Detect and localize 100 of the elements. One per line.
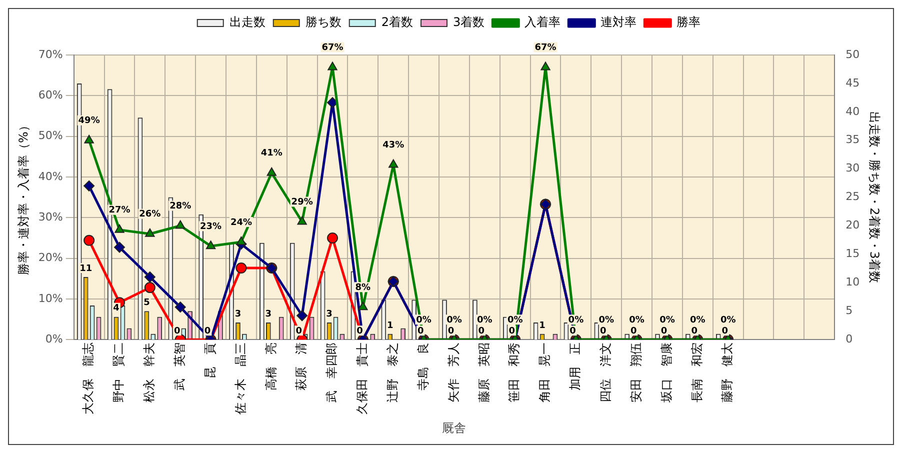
y-tick-label: 60% <box>38 88 63 102</box>
x-tick-label: 笹田 和秀 <box>507 342 522 403</box>
point <box>206 240 216 250</box>
data-label: 0 <box>448 326 454 336</box>
data-label: 0 <box>691 326 698 336</box>
y2-tick-label: 25 <box>846 190 860 204</box>
data-label: 0% <box>416 315 432 326</box>
point <box>327 232 338 244</box>
x-tick-label: 安田 翔伍 <box>628 342 643 403</box>
y-tick-label: 30% <box>38 210 63 224</box>
y-tick-label: 20% <box>38 251 63 264</box>
data-label: 0% <box>507 315 523 326</box>
y2-tick-label: 30 <box>846 162 860 175</box>
y-tick-label: 50% <box>38 129 63 142</box>
data-label: 0% <box>690 315 706 326</box>
x-tick-label: 長南 和宏 <box>690 342 704 403</box>
point <box>84 180 95 192</box>
data-label: 23% <box>200 222 222 232</box>
x-tick-label: 昆 貢 <box>202 342 217 379</box>
x-tick-label: 寺島 良 <box>416 342 430 391</box>
data-label: 67% <box>534 43 556 54</box>
y2-tick-label: 15 <box>846 247 860 260</box>
data-label: 1 <box>387 320 394 331</box>
y-axis-title: 勝率・連対率・入着率（%） <box>16 120 30 276</box>
data-label: 0 <box>204 326 211 336</box>
x-tick-label: 藤野 健太 <box>720 342 734 403</box>
point <box>236 236 246 246</box>
data-label: 3 <box>234 309 242 320</box>
x-tick-label: 佐々木 晶三 <box>233 342 248 415</box>
x-tick-label: 四位 洋文 <box>598 342 612 403</box>
data-label: 0% <box>598 315 614 326</box>
data-label: 0% <box>477 315 492 326</box>
data-label: 0 <box>174 326 180 336</box>
data-label: 8% <box>355 282 371 293</box>
x-tick-label: 角田 晃一 <box>538 342 552 403</box>
x-tick-label: 辻野 泰之 <box>385 342 400 403</box>
x-tick-label: 大久保 龍志 <box>81 342 96 415</box>
data-label: 11 <box>80 264 92 274</box>
data-label: 28% <box>170 202 192 212</box>
legend-label: 勝率 <box>676 15 701 30</box>
data-label: 0 <box>508 326 515 336</box>
data-label: 0 <box>660 326 668 336</box>
x-tick-label: 坂口 智康 <box>659 342 674 404</box>
data-label: 0% <box>660 315 675 326</box>
data-label: 29% <box>291 198 313 208</box>
legend-label: 勝ち数 <box>305 15 342 30</box>
point <box>327 97 338 108</box>
y2-tick-label: 10 <box>846 276 860 289</box>
x-axis-title: 厩舎 <box>442 420 466 435</box>
x-tick-label: 加用 正 <box>568 342 582 391</box>
x-tick-label: 野中 賢二 <box>112 342 126 403</box>
data-label: 24% <box>230 218 252 228</box>
point <box>358 302 368 310</box>
data-label: 0 <box>600 326 606 336</box>
y2-axis-title: 出走数・勝ち数・2着数・3着数 <box>868 112 882 283</box>
x-tick-label: 松永 幹夫 <box>142 342 156 403</box>
point <box>297 216 307 225</box>
legend-label: 出走数 <box>229 15 266 30</box>
y2-tick-label: 50 <box>846 48 860 61</box>
y-tick-label: 0% <box>45 332 63 346</box>
data-label: 0 <box>296 326 302 336</box>
data-label: 0% <box>446 315 462 326</box>
data-label: 67% <box>322 43 344 54</box>
y2-tick-label: 35 <box>846 133 860 146</box>
y2-tick-label: 5 <box>846 304 853 317</box>
point <box>114 242 125 253</box>
x-tick-label: 矢作 芳人 <box>446 342 460 403</box>
x-tick-label: 高橋 亮 <box>264 342 278 391</box>
y-tick-label: 10% <box>38 292 63 305</box>
y-tick-label: 40% <box>38 170 63 183</box>
x-tick-label: 藤原 英昭 <box>476 342 491 403</box>
point <box>266 167 276 176</box>
data-label: 1 <box>539 320 546 331</box>
data-label: 26% <box>139 210 161 220</box>
data-label: 0% <box>720 315 736 326</box>
legend-label: 2着数 <box>381 15 414 30</box>
data-label: 3 <box>326 309 332 320</box>
data-label: 4 <box>113 304 120 314</box>
data-label: 0% <box>568 315 584 326</box>
x-tick-label: 武 幸四郎 <box>324 342 339 403</box>
y2-tick-label: 20 <box>846 218 860 232</box>
point <box>145 228 155 237</box>
point <box>388 159 398 168</box>
data-label: 0 <box>570 326 576 336</box>
legend-label: 3着数 <box>453 15 485 30</box>
x-tick-label: 萩原 清 <box>294 342 308 391</box>
data-label: 41% <box>260 148 282 159</box>
data-label: 43% <box>382 140 404 151</box>
y-tick-label: 70% <box>38 48 63 61</box>
data-label: 0 <box>478 326 485 336</box>
data-label: 0 <box>356 326 363 336</box>
point <box>84 134 94 144</box>
y2-tick-label: 45 <box>846 76 860 90</box>
point <box>176 220 186 229</box>
data-label: 3 <box>265 309 272 320</box>
data-label: 0 <box>722 326 728 336</box>
legend-label: 連対率 <box>600 15 637 30</box>
x-tick-label: 武 英智 <box>172 342 186 391</box>
data-label: 49% <box>78 116 100 126</box>
point <box>84 234 95 246</box>
